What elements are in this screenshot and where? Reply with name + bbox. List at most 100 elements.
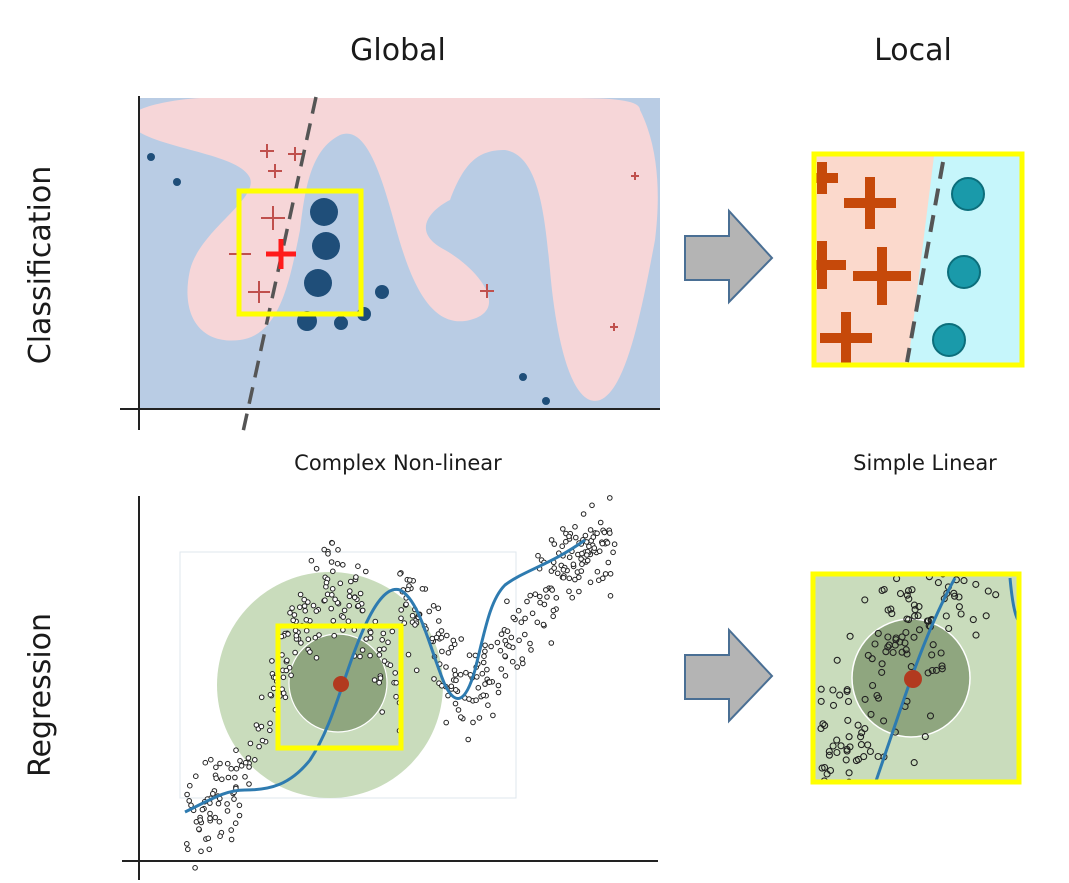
- data-point: [520, 660, 526, 667]
- data-point: [305, 636, 312, 643]
- focus-point: [333, 676, 349, 692]
- local-data-point: [921, 733, 929, 741]
- local-data-point: [926, 712, 935, 720]
- data-point: [532, 591, 539, 598]
- data-point: [217, 760, 223, 767]
- local-data-point: [857, 733, 865, 741]
- local-data-point: [882, 648, 890, 656]
- local-data-point: [923, 553, 929, 559]
- data-point: [572, 576, 578, 583]
- local-data-point: [998, 473, 1004, 479]
- data-point: [208, 756, 214, 763]
- data-point: [543, 587, 549, 593]
- local-decision-boundary: [905, 161, 945, 363]
- data-point: [287, 610, 293, 616]
- global-regression-plot: [122, 495, 658, 880]
- local-data-point: [845, 778, 853, 781]
- data-point: [376, 652, 383, 658]
- data-point: [563, 538, 569, 545]
- local-data-point: [1005, 516, 1011, 522]
- local-data-point: [984, 559, 990, 565]
- local-data-point: [923, 617, 931, 625]
- data-point: [528, 647, 534, 653]
- data-point: [485, 702, 491, 709]
- local-data-point: [975, 530, 981, 536]
- data-point: [504, 628, 511, 635]
- local-class-a-plus: [816, 241, 846, 289]
- local-data-point: [867, 710, 875, 718]
- local-data-point: [817, 697, 825, 705]
- local-data-point: [925, 575, 933, 581]
- data-point: [259, 737, 266, 744]
- data-point: [482, 648, 488, 655]
- data-point: [439, 648, 445, 655]
- data-point: [345, 618, 352, 625]
- local-classification-plot: [811, 151, 1025, 368]
- data-point: [490, 712, 496, 719]
- local-data-point: [1010, 476, 1016, 482]
- local-data-point: [938, 507, 944, 513]
- data-point: [537, 593, 543, 600]
- local-data-point: [905, 595, 913, 603]
- data-point: [298, 640, 304, 646]
- class-a-plus: [288, 147, 302, 161]
- data-point: [498, 666, 505, 672]
- local-data-point: [961, 550, 967, 556]
- data-point: [245, 755, 252, 761]
- data-point: [519, 656, 526, 662]
- data-point: [228, 827, 234, 833]
- local-data-point: [955, 603, 963, 611]
- local-data-point: [932, 556, 938, 562]
- global-reg-zoom-box: [275, 623, 404, 751]
- header-local: Local: [874, 33, 952, 68]
- data-point: [357, 590, 364, 597]
- local-data-point: [956, 531, 962, 537]
- local-data-point: [853, 814, 859, 820]
- local-data-point: [829, 686, 837, 694]
- regression-curve: [184, 538, 586, 814]
- local-data-point: [929, 541, 935, 547]
- data-point: [321, 546, 328, 553]
- data-point: [236, 802, 243, 809]
- data-point: [224, 808, 231, 814]
- local-data-point: [990, 499, 996, 505]
- local-data-point: [881, 788, 887, 794]
- local-data-point: [843, 687, 851, 695]
- local-data-point: [1001, 564, 1007, 570]
- local-class-a-plus: [853, 247, 911, 305]
- data-point: [438, 628, 445, 634]
- local-data-point: [940, 528, 946, 534]
- data-point: [426, 608, 433, 615]
- data-point: [611, 541, 618, 548]
- data-point: [346, 602, 353, 609]
- data-point: [389, 628, 396, 635]
- data-point: [466, 696, 472, 702]
- local-data-point: [845, 769, 853, 777]
- data-point: [419, 586, 426, 592]
- local-data-point: [823, 770, 831, 778]
- header-global: Global: [350, 33, 446, 68]
- data-point: [607, 530, 613, 536]
- data-point: [518, 619, 525, 626]
- data-point: [335, 547, 341, 553]
- local-data-point: [926, 540, 932, 546]
- data-point: [225, 774, 232, 781]
- data-point: [328, 559, 335, 565]
- data-point: [293, 632, 300, 639]
- local-data-point: [989, 530, 995, 536]
- data-point: [579, 550, 585, 557]
- data-point: [445, 650, 452, 656]
- data-point: [238, 763, 245, 769]
- data-point: [602, 571, 609, 577]
- data-point: [481, 653, 487, 660]
- local-data-point: [985, 422, 991, 428]
- local-data-point: [992, 591, 1000, 599]
- data-point: [504, 598, 510, 605]
- data-point: [522, 615, 528, 622]
- local-data-point: [997, 524, 1003, 530]
- local-data-point: [1009, 453, 1015, 459]
- local-data-point: [972, 631, 980, 639]
- data-point: [486, 679, 493, 686]
- local-data-point: [965, 511, 971, 517]
- class-a-region: [139, 98, 658, 401]
